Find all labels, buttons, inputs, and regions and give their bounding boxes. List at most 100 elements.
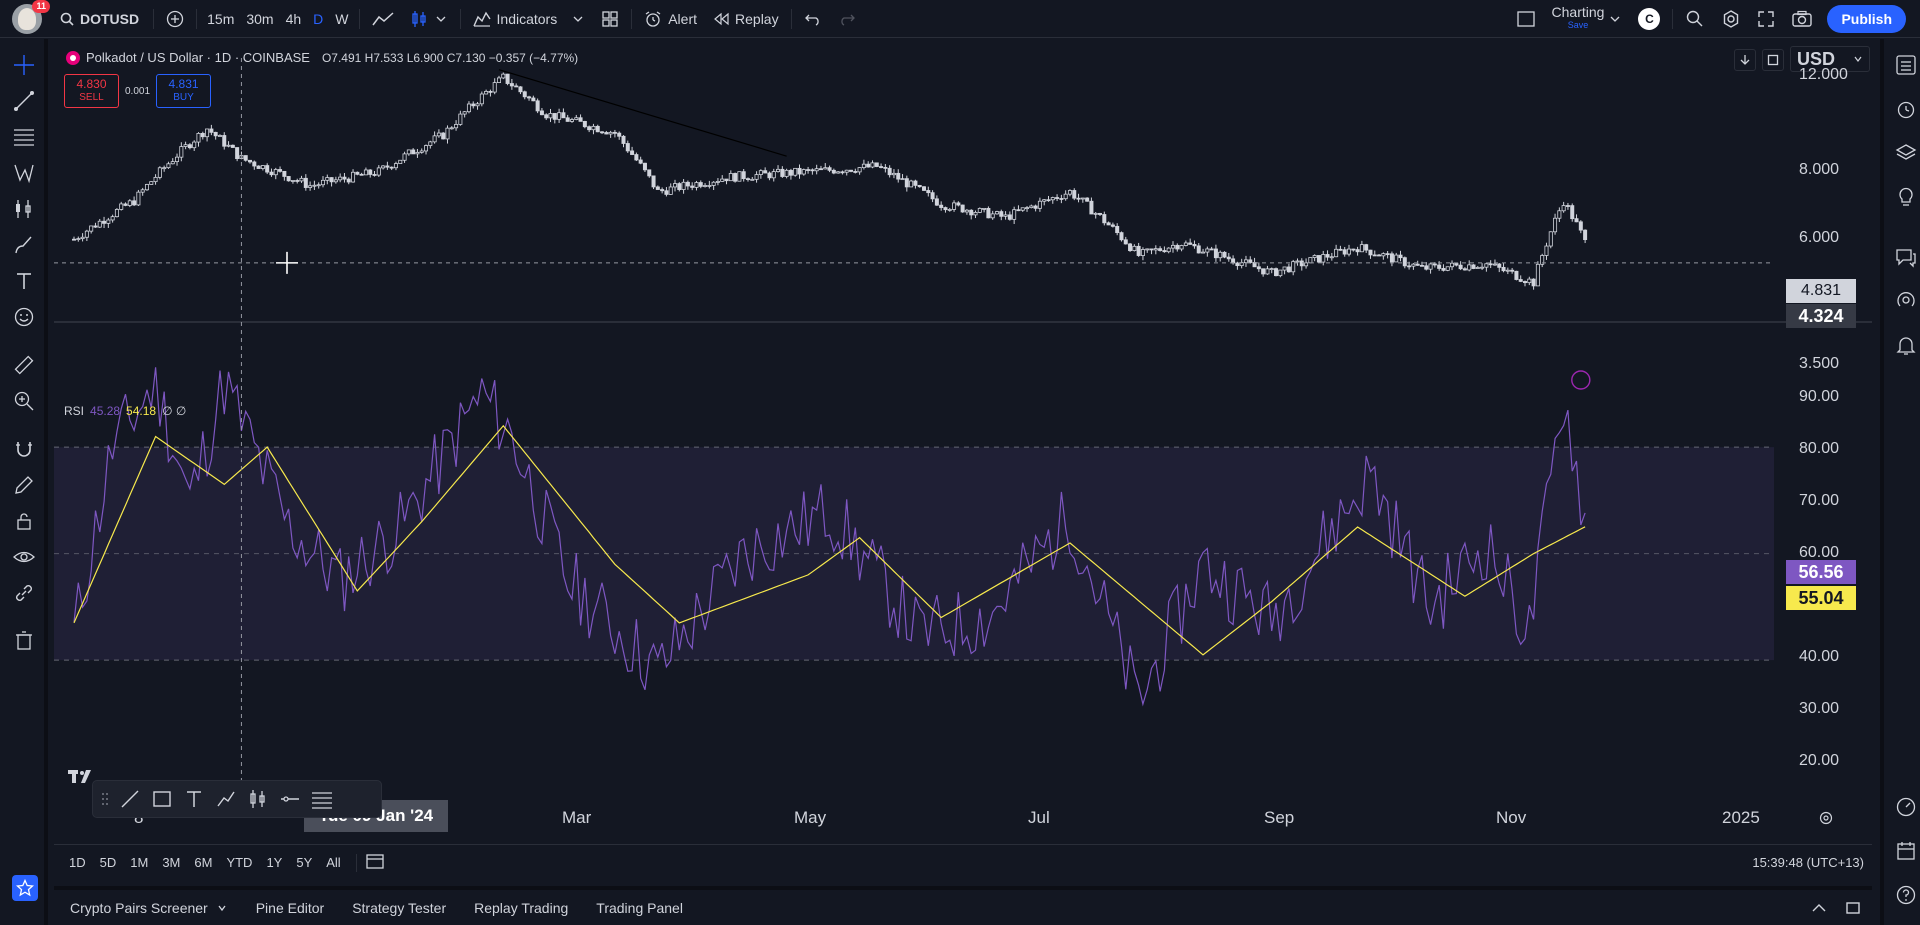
replay-button[interactable]: Replay bbox=[705, 0, 787, 38]
range-5y[interactable]: 5Y bbox=[296, 855, 313, 870]
object-tree-button[interactable] bbox=[1894, 141, 1918, 165]
alerts-panel-button[interactable] bbox=[1894, 97, 1918, 121]
timeframe-w[interactable]: W bbox=[335, 10, 349, 27]
candle-body bbox=[818, 168, 823, 171]
compare-button[interactable] bbox=[158, 0, 192, 38]
trend-line-tool[interactable] bbox=[12, 89, 36, 113]
brush-tool[interactable] bbox=[12, 233, 36, 257]
candle-body bbox=[922, 186, 927, 191]
streams-button[interactable] bbox=[1894, 289, 1918, 313]
indicators-button[interactable]: Indicators bbox=[465, 0, 594, 38]
timeframe-15m[interactable]: 15m bbox=[207, 10, 235, 27]
path-icon[interactable] bbox=[215, 788, 237, 810]
publish-button[interactable]: Publish bbox=[1827, 4, 1906, 33]
undo-button[interactable] bbox=[796, 0, 830, 38]
range-all[interactable]: All bbox=[326, 855, 341, 870]
layout-name-button[interactable]: Charting Save bbox=[1544, 0, 1631, 38]
candle-body bbox=[209, 128, 214, 133]
candle-body bbox=[1351, 248, 1356, 251]
fib-tool[interactable] bbox=[12, 125, 36, 149]
maximize-pane-button[interactable] bbox=[1762, 49, 1784, 71]
candle-body bbox=[295, 180, 300, 182]
timeframe-d[interactable]: D bbox=[313, 10, 324, 27]
text-icon[interactable] bbox=[183, 788, 205, 810]
candles-icon[interactable] bbox=[247, 788, 269, 810]
sell-button[interactable]: 4.830 SELL bbox=[64, 74, 119, 108]
rectangle-icon[interactable] bbox=[151, 788, 173, 810]
candle-body bbox=[1458, 264, 1463, 270]
settings-button[interactable] bbox=[1713, 0, 1749, 38]
chart-area[interactable]: Polkadot / US Dollar · 1D · COINBASE O7.… bbox=[54, 44, 1872, 842]
redo-button[interactable] bbox=[830, 0, 864, 38]
rsi-tick: 70.00 bbox=[1799, 492, 1840, 509]
scroll-down-button[interactable] bbox=[1734, 49, 1756, 71]
range-1d[interactable]: 1D bbox=[69, 855, 86, 870]
chats-button[interactable] bbox=[1894, 245, 1918, 269]
sync-drawings-tool[interactable] bbox=[12, 581, 36, 605]
stay-in-drawing-tool[interactable] bbox=[12, 473, 36, 497]
magnet-tool[interactable] bbox=[12, 437, 36, 461]
chevron-up-icon[interactable] bbox=[1810, 899, 1828, 917]
fullscreen-button[interactable] bbox=[1749, 0, 1783, 38]
crosshair-tool[interactable] bbox=[12, 53, 36, 77]
layout-select-button[interactable] bbox=[1508, 0, 1544, 38]
lock-drawings-tool[interactable] bbox=[12, 509, 36, 533]
quick-search-button[interactable] bbox=[1677, 0, 1713, 38]
symbol-legend[interactable]: Polkadot / US Dollar · 1D · COINBASE O7.… bbox=[66, 50, 578, 65]
hide-drawings-tool[interactable] bbox=[12, 545, 36, 569]
candle-body bbox=[492, 82, 497, 93]
candle-body bbox=[419, 150, 424, 153]
zoom-tool[interactable] bbox=[12, 389, 36, 413]
tab-crypto-pairs-screener[interactable]: Crypto Pairs Screener bbox=[56, 900, 242, 916]
user-menu-button[interactable]: C bbox=[1630, 0, 1668, 38]
user-avatar[interactable]: 11 bbox=[12, 0, 50, 34]
forecast-tool[interactable] bbox=[12, 197, 36, 221]
tab-strategy-tester[interactable]: Strategy Tester bbox=[338, 900, 460, 916]
templates-button[interactable] bbox=[593, 0, 627, 38]
timeframe-30m[interactable]: 30m bbox=[246, 10, 274, 27]
calculator-button[interactable] bbox=[1894, 795, 1918, 819]
chart-canvas[interactable] bbox=[54, 44, 1872, 842]
candle-body bbox=[625, 143, 630, 152]
tab-trading-panel[interactable]: Trading Panel bbox=[582, 900, 697, 916]
help-button[interactable] bbox=[1894, 883, 1918, 907]
candle-body bbox=[741, 171, 746, 180]
clock-timezone[interactable]: 15:39:48 (UTC+13) bbox=[1752, 855, 1864, 870]
candle-chart-type-button[interactable] bbox=[402, 0, 456, 38]
range-1m[interactable]: 1M bbox=[130, 855, 149, 870]
measure-tool[interactable] bbox=[12, 353, 36, 377]
tab-replay-trading[interactable]: Replay Trading bbox=[460, 900, 582, 916]
tradingview-logo-icon[interactable] bbox=[68, 768, 98, 787]
remove-drawings-tool[interactable] bbox=[12, 629, 36, 653]
calendar-button[interactable] bbox=[1894, 839, 1918, 863]
range-ytd[interactable]: YTD bbox=[226, 855, 253, 870]
go-to-date-button[interactable] bbox=[365, 852, 385, 873]
range-1y[interactable]: 1Y bbox=[266, 855, 283, 870]
notifications-button[interactable] bbox=[1894, 333, 1918, 357]
timeframe-4h[interactable]: 4h bbox=[285, 10, 302, 27]
drag-handle-icon[interactable] bbox=[101, 791, 109, 807]
horizontal-line-icon[interactable] bbox=[279, 788, 301, 810]
text-tool[interactable] bbox=[12, 269, 36, 293]
pattern-tool[interactable] bbox=[12, 161, 36, 185]
alert-button[interactable]: Alert bbox=[636, 0, 705, 38]
currency-select[interactable]: USD bbox=[1790, 46, 1870, 72]
range-5d[interactable]: 5D bbox=[99, 855, 117, 870]
snapshot-button[interactable] bbox=[1783, 0, 1821, 38]
trend-line-icon[interactable] bbox=[119, 788, 141, 810]
emoji-tool[interactable] bbox=[12, 305, 36, 329]
buy-button[interactable]: 4.831 BUY bbox=[156, 74, 212, 108]
range-3m[interactable]: 3M bbox=[162, 855, 181, 870]
favorites-toolbar-button[interactable] bbox=[12, 875, 38, 901]
maximize-panel-icon[interactable] bbox=[1844, 899, 1862, 917]
watchlist-button[interactable] bbox=[1894, 53, 1918, 77]
range-6m[interactable]: 6M bbox=[194, 855, 213, 870]
symbol-search[interactable]: DOTUSD bbox=[50, 11, 149, 27]
fib-retracement-icon[interactable] bbox=[311, 788, 333, 810]
tab-pine-editor[interactable]: Pine Editor bbox=[242, 900, 338, 916]
price-tick: 12.000 bbox=[1799, 66, 1848, 83]
ideas-button[interactable] bbox=[1894, 185, 1918, 209]
time-axis-settings-button[interactable] bbox=[1818, 810, 1834, 829]
rsi-legend[interactable]: RSI 45.28 54.18 ∅ ∅ bbox=[64, 404, 186, 418]
line-chart-type-button[interactable] bbox=[364, 0, 402, 38]
